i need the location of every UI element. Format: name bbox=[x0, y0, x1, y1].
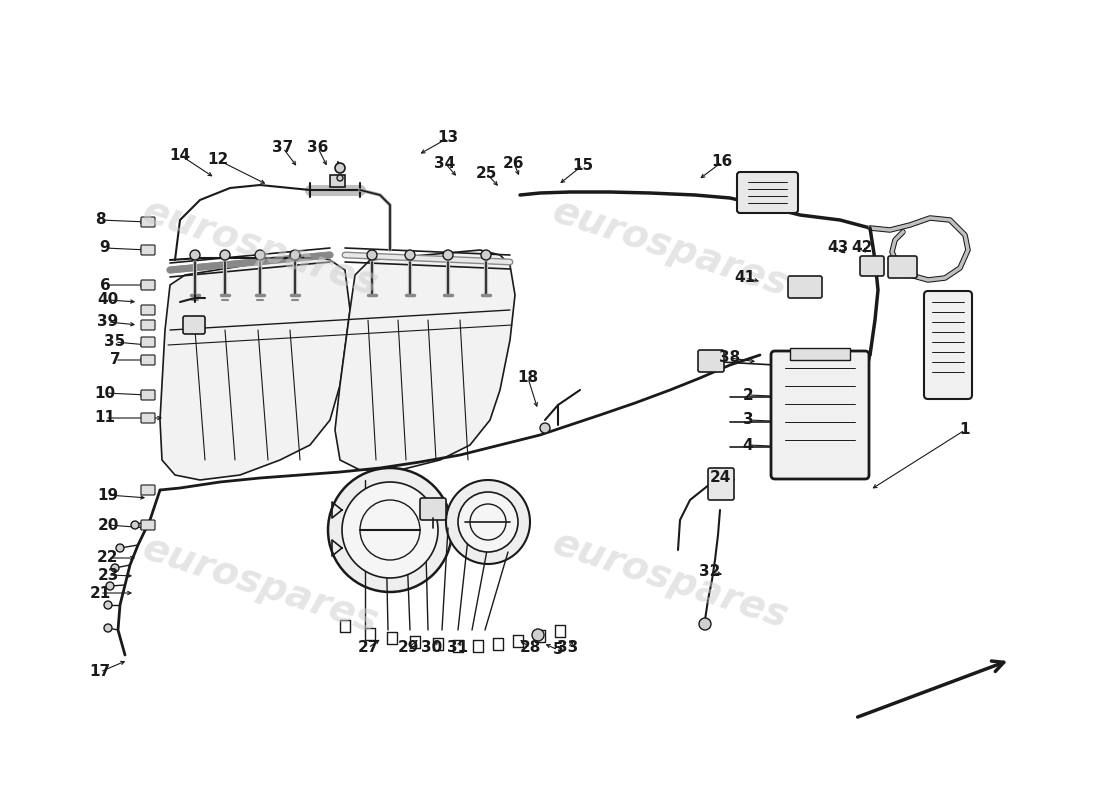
FancyBboxPatch shape bbox=[141, 520, 155, 530]
Text: 17: 17 bbox=[89, 665, 111, 679]
FancyBboxPatch shape bbox=[141, 320, 155, 330]
Circle shape bbox=[116, 544, 124, 552]
FancyBboxPatch shape bbox=[330, 175, 345, 187]
Text: eurospares: eurospares bbox=[548, 192, 793, 304]
Text: 27: 27 bbox=[358, 641, 378, 655]
FancyBboxPatch shape bbox=[141, 245, 155, 255]
Circle shape bbox=[190, 250, 200, 260]
Text: 38: 38 bbox=[719, 350, 740, 366]
Text: 28: 28 bbox=[519, 641, 541, 655]
FancyBboxPatch shape bbox=[141, 485, 155, 495]
FancyBboxPatch shape bbox=[141, 217, 155, 227]
Circle shape bbox=[220, 250, 230, 260]
Text: 15: 15 bbox=[572, 158, 594, 173]
Circle shape bbox=[104, 601, 112, 609]
FancyBboxPatch shape bbox=[183, 316, 205, 334]
Text: 43: 43 bbox=[827, 241, 848, 255]
FancyBboxPatch shape bbox=[924, 291, 972, 399]
FancyBboxPatch shape bbox=[788, 276, 822, 298]
FancyBboxPatch shape bbox=[860, 256, 884, 276]
Text: 3: 3 bbox=[742, 413, 754, 427]
Polygon shape bbox=[336, 250, 515, 470]
FancyBboxPatch shape bbox=[141, 280, 155, 290]
Text: 36: 36 bbox=[307, 141, 329, 155]
Text: 33: 33 bbox=[558, 641, 579, 655]
Text: 41: 41 bbox=[735, 270, 756, 286]
Circle shape bbox=[131, 521, 139, 529]
Circle shape bbox=[255, 250, 265, 260]
Text: 8: 8 bbox=[95, 213, 106, 227]
Text: 42: 42 bbox=[851, 241, 872, 255]
Text: 6: 6 bbox=[100, 278, 110, 293]
Text: 2: 2 bbox=[742, 387, 754, 402]
Text: 34: 34 bbox=[434, 155, 455, 170]
Circle shape bbox=[104, 624, 112, 632]
Text: 20: 20 bbox=[97, 518, 119, 533]
Text: 12: 12 bbox=[208, 153, 229, 167]
Text: eurospares: eurospares bbox=[548, 524, 793, 636]
FancyBboxPatch shape bbox=[141, 337, 155, 347]
FancyBboxPatch shape bbox=[141, 390, 155, 400]
FancyBboxPatch shape bbox=[888, 256, 917, 278]
Text: 19: 19 bbox=[98, 487, 119, 502]
Circle shape bbox=[106, 582, 114, 590]
FancyBboxPatch shape bbox=[790, 348, 850, 360]
Text: 9: 9 bbox=[100, 241, 110, 255]
Circle shape bbox=[446, 480, 530, 564]
Circle shape bbox=[540, 423, 550, 433]
Circle shape bbox=[328, 468, 452, 592]
Circle shape bbox=[698, 618, 711, 630]
Text: 25: 25 bbox=[475, 166, 497, 181]
Text: 24: 24 bbox=[710, 470, 730, 486]
Text: 7: 7 bbox=[110, 353, 120, 367]
Text: 26: 26 bbox=[504, 155, 525, 170]
Text: eurospares: eurospares bbox=[138, 192, 383, 304]
Circle shape bbox=[336, 163, 345, 173]
Text: 21: 21 bbox=[89, 586, 111, 601]
Text: 4: 4 bbox=[742, 438, 754, 453]
Circle shape bbox=[342, 482, 438, 578]
Circle shape bbox=[443, 250, 453, 260]
Circle shape bbox=[290, 250, 300, 260]
Text: 31: 31 bbox=[448, 641, 469, 655]
Text: 14: 14 bbox=[169, 147, 190, 162]
Circle shape bbox=[111, 564, 119, 572]
Text: eurospares: eurospares bbox=[138, 529, 383, 641]
Text: 10: 10 bbox=[95, 386, 116, 401]
Circle shape bbox=[337, 175, 343, 181]
FancyBboxPatch shape bbox=[141, 355, 155, 365]
FancyBboxPatch shape bbox=[698, 350, 724, 372]
Text: 40: 40 bbox=[98, 293, 119, 307]
Text: 5: 5 bbox=[552, 642, 563, 658]
Text: 1: 1 bbox=[959, 422, 970, 438]
FancyBboxPatch shape bbox=[708, 468, 734, 500]
FancyBboxPatch shape bbox=[771, 351, 869, 479]
Circle shape bbox=[481, 250, 491, 260]
Text: 32: 32 bbox=[700, 565, 720, 579]
FancyBboxPatch shape bbox=[141, 305, 155, 315]
Circle shape bbox=[367, 250, 377, 260]
Circle shape bbox=[458, 492, 518, 552]
Text: 22: 22 bbox=[97, 550, 119, 566]
Polygon shape bbox=[160, 255, 350, 480]
Circle shape bbox=[405, 250, 415, 260]
Text: 13: 13 bbox=[438, 130, 459, 146]
Text: 39: 39 bbox=[98, 314, 119, 330]
Text: 18: 18 bbox=[517, 370, 539, 386]
Text: 37: 37 bbox=[273, 141, 294, 155]
Text: 16: 16 bbox=[712, 154, 733, 170]
FancyBboxPatch shape bbox=[737, 172, 797, 213]
FancyBboxPatch shape bbox=[141, 413, 155, 423]
Text: 30: 30 bbox=[421, 641, 442, 655]
Text: 35: 35 bbox=[104, 334, 125, 350]
Text: 23: 23 bbox=[97, 567, 119, 582]
FancyBboxPatch shape bbox=[420, 498, 446, 520]
Text: 11: 11 bbox=[95, 410, 116, 426]
Text: 29: 29 bbox=[397, 641, 419, 655]
Circle shape bbox=[532, 629, 544, 641]
